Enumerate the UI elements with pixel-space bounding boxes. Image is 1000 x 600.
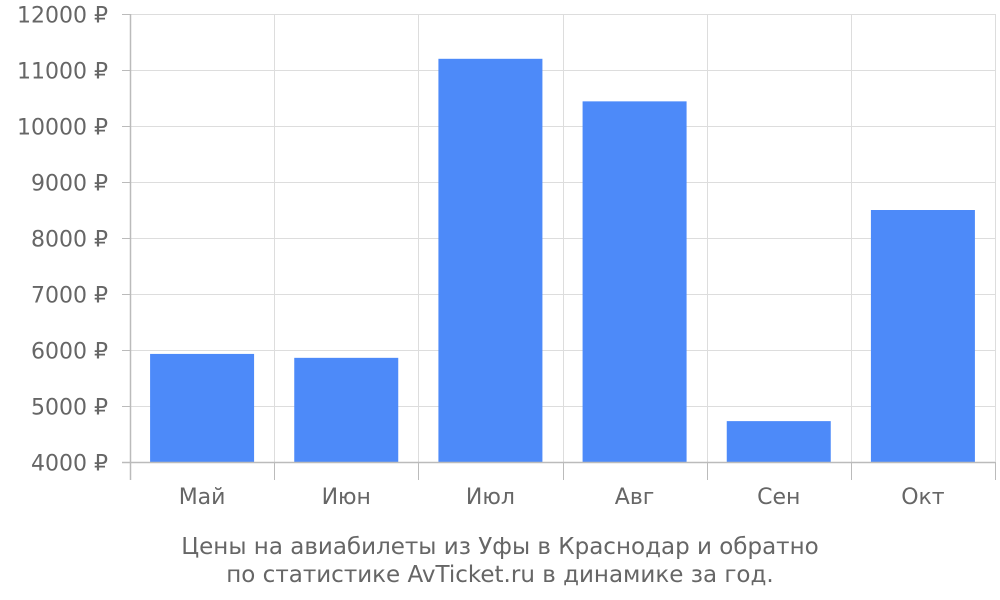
chart-bars [150,58,975,463]
y-tick-label: 11000 ₽ [17,60,108,85]
chart-grid [130,14,996,463]
bar-1 [294,357,399,462]
bar-5 [870,210,975,462]
bar-0 [150,353,255,462]
price-bar-chart: 4000 ₽ 5000 ₽ 6000 ₽ 7000 ₽ 8000 ₽ 9000 ₽ 1000… [17,4,996,510]
x-tick-label: Авг [615,485,655,510]
y-tick-label: 12000 ₽ [17,4,108,29]
x-tick-label: Май [179,485,226,510]
chart-axes [122,14,996,480]
y-tick-label: 10000 ₽ [17,116,108,141]
x-tick-label: Июл [466,485,515,510]
bar-4 [726,421,831,462]
chart-caption-line-1: Цены на авиабилеты из Уфы в Краснодар и … [181,534,819,560]
y-tick-label: 8000 ₽ [31,228,108,253]
y-tick-label: 6000 ₽ [31,340,108,365]
x-tick-label: Окт [901,485,945,510]
y-tick-label: 4000 ₽ [31,452,108,477]
bar-2 [438,58,543,463]
bar-3 [582,101,687,463]
x-tick-label: Сен [757,485,800,510]
y-tick-label: 5000 ₽ [31,396,108,421]
y-tick-label: 9000 ₽ [31,172,108,197]
y-tick-label: 7000 ₽ [31,284,108,309]
y-axis-tick-labels: 4000 ₽ 5000 ₽ 6000 ₽ 7000 ₽ 8000 ₽ 9000 ₽ 1000… [17,4,108,477]
x-axis-tick-labels: Май Июн Июл Авг Сен Окт [179,485,945,510]
chart-caption-line-2: по статистике AvTicket.ru в динамике за … [226,562,774,588]
x-tick-label: Июн [322,485,371,510]
